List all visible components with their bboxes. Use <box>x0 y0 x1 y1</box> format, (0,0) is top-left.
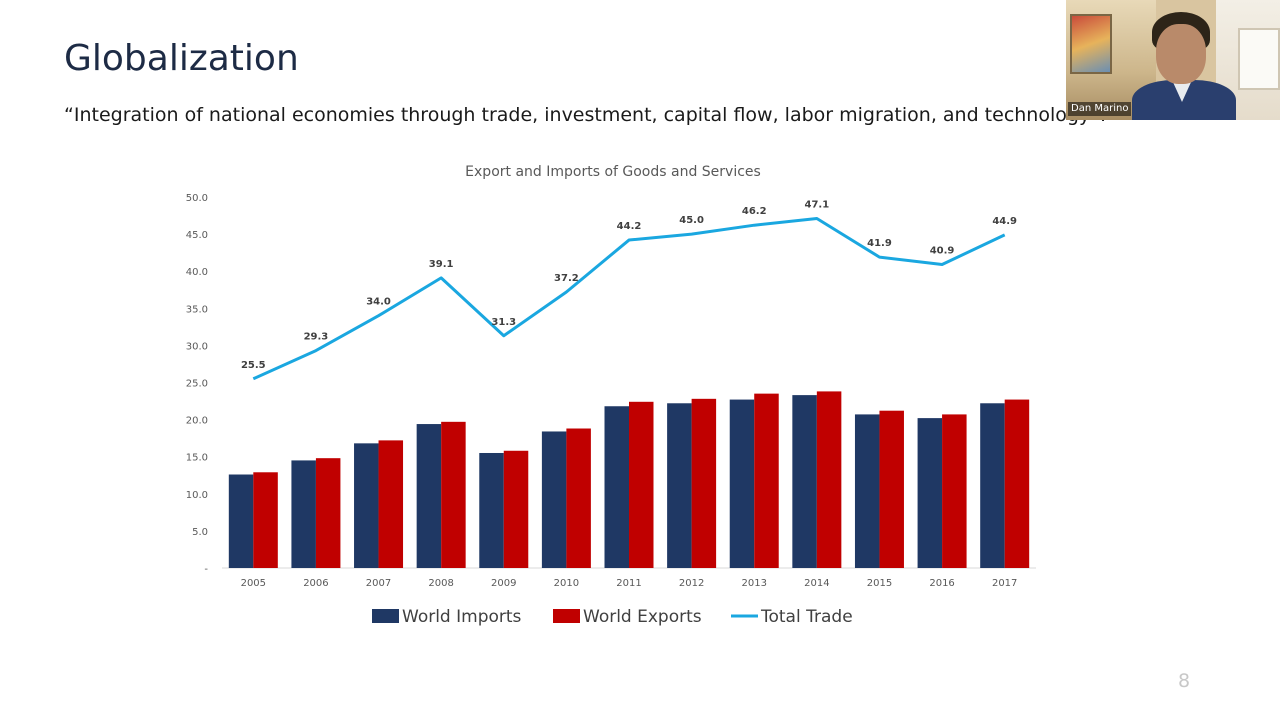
legend-exports-label: World Exports <box>583 607 702 627</box>
chart-title: Export and Imports of Goods and Services <box>465 164 761 180</box>
total-trade-data-label: 47.1 <box>805 200 830 211</box>
imports-bar <box>917 418 943 568</box>
bar-series <box>228 391 1030 568</box>
total-trade-data-label: 40.9 <box>930 246 955 257</box>
window <box>1238 28 1280 90</box>
y-tick-label: - <box>204 564 208 575</box>
exports-bar <box>503 450 529 568</box>
exports-bar <box>942 414 967 568</box>
total-trade-data-label: 34.0 <box>366 297 391 308</box>
participant-avatar <box>1132 10 1236 120</box>
x-tick-label: 2017 <box>992 578 1017 589</box>
y-axis: - 5.0 10.0 15.0 20.0 25.0 30.0 35.0 40.0 45.0 50.0 <box>186 193 209 575</box>
imports-bar <box>792 395 817 568</box>
y-tick-label: 25.0 <box>186 379 208 390</box>
y-tick-label: 35.0 <box>186 304 208 315</box>
total-trade-data-label: 37.2 <box>554 273 579 284</box>
total-trade-polyline <box>252 217 1006 381</box>
y-tick-label: 30.0 <box>186 341 208 352</box>
x-tick-label: 2014 <box>804 578 829 589</box>
total-trade-data-label: 44.2 <box>617 221 642 232</box>
y-tick-label: 20.0 <box>186 416 208 427</box>
participant-video-tile[interactable]: Dan Marino <box>1066 0 1280 120</box>
y-tick-label: 50.0 <box>186 193 208 204</box>
x-tick-label: 2015 <box>867 578 892 589</box>
trade-chart: Export and Imports of Goods and Services… <box>186 164 1036 627</box>
x-tick-label: 2011 <box>616 578 641 589</box>
exports-bar <box>1004 399 1030 568</box>
x-tick-label: 2013 <box>742 578 767 589</box>
participant-name-tag: Dan Marino <box>1068 102 1132 116</box>
imports-bar <box>854 414 880 568</box>
imports-bar <box>541 431 567 568</box>
exports-bar <box>816 391 842 568</box>
legend-total-label: Total Trade <box>760 607 853 627</box>
imports-bar <box>604 406 629 568</box>
x-tick-label: 2010 <box>554 578 579 589</box>
wall-painting <box>1070 14 1112 74</box>
exports-bar <box>691 398 717 568</box>
exports-bar <box>441 421 466 568</box>
imports-bar <box>416 424 442 568</box>
legend-imports-swatch <box>372 609 399 623</box>
slide-title: Globalization <box>64 38 299 79</box>
x-tick-label: 2009 <box>491 578 516 589</box>
total-trade-line: 25.5 29.3 34.0 39.1 31.3 37.2 44.2 45.0 46.2 47.1… <box>241 200 1017 381</box>
x-tick-label: 2012 <box>679 578 704 589</box>
total-trade-data-label: 44.9 <box>992 216 1017 227</box>
exports-bar <box>315 458 341 568</box>
x-tick-label: 2006 <box>303 578 328 589</box>
exports-bar <box>629 401 654 568</box>
x-tick-label: 2007 <box>366 578 391 589</box>
y-tick-label: 5.0 <box>192 527 208 538</box>
total-trade-data-label: 41.9 <box>867 238 892 249</box>
exports-bar <box>378 440 404 568</box>
y-tick-label: 15.0 <box>186 453 208 464</box>
imports-bar <box>228 474 254 568</box>
imports-bar <box>667 403 692 568</box>
legend-exports-swatch <box>553 609 580 623</box>
slide-quote: “Integration of national economies throu… <box>64 104 1107 126</box>
total-trade-data-label: 45.0 <box>679 215 704 226</box>
total-trade-data-label: 29.3 <box>304 332 329 343</box>
y-tick-label: 40.0 <box>186 267 208 278</box>
y-tick-label: 10.0 <box>186 490 208 501</box>
x-tick-label: 2016 <box>929 578 954 589</box>
imports-bar <box>479 452 504 568</box>
participant-face <box>1156 24 1206 84</box>
total-trade-data-label: 46.2 <box>742 206 767 217</box>
imports-bar <box>291 460 316 568</box>
total-trade-data-label: 39.1 <box>429 259 454 270</box>
x-tick-label: 2008 <box>428 578 453 589</box>
chart-legend: World Imports World Exports Total Trade <box>372 607 853 627</box>
total-trade-data-label: 25.5 <box>241 360 266 371</box>
page-number: 8 <box>1178 670 1191 692</box>
x-axis: 2005 2006 2007 2008 2009 2010 2011 2012 2013 2014… <box>222 567 1036 589</box>
exports-bar <box>566 428 591 568</box>
y-tick-label: 45.0 <box>186 230 208 241</box>
legend-imports-label: World Imports <box>402 607 522 627</box>
exports-bar <box>754 393 779 568</box>
total-trade-data-label: 31.3 <box>491 317 516 328</box>
exports-bar <box>879 410 904 568</box>
imports-bar <box>354 443 379 568</box>
imports-bar <box>980 403 1005 568</box>
exports-bar <box>253 472 278 568</box>
imports-bar <box>729 399 755 568</box>
x-tick-label: 2005 <box>241 578 266 589</box>
